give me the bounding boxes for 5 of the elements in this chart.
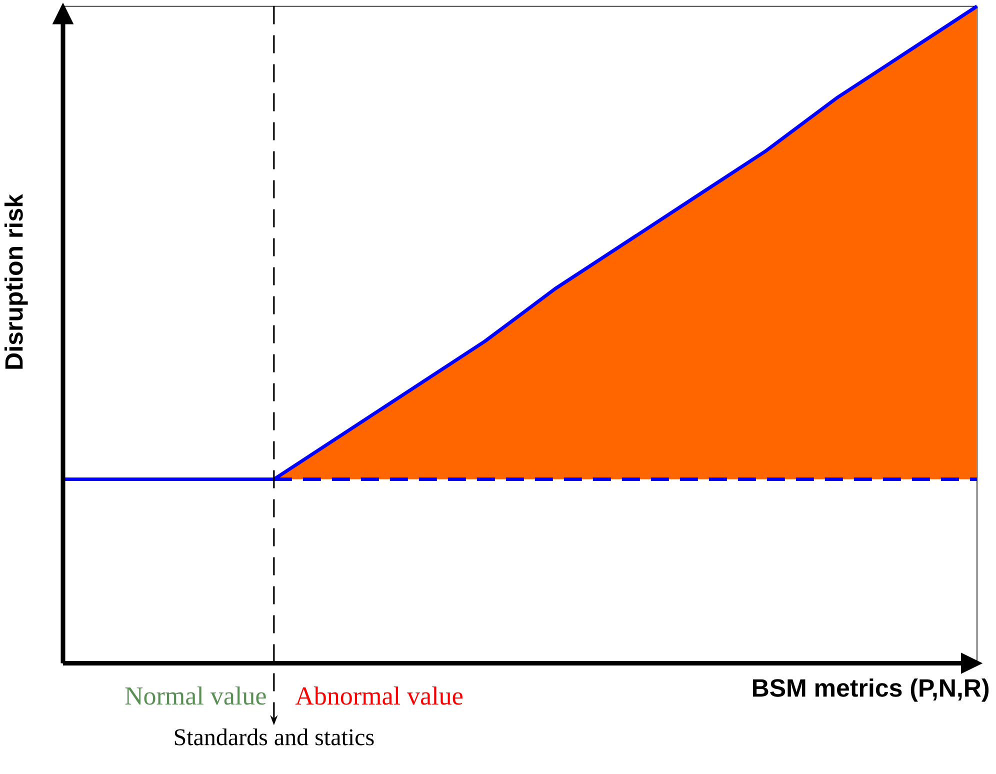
- text: Abnormal value: [295, 686, 462, 705]
- y-axis-title: Disruption risk: [4, 194, 28, 369]
- x-axis-title: BSM metrics (P,N,R): [752, 678, 989, 702]
- text: Normal value: [125, 686, 266, 705]
- text: Standards and statics: [174, 728, 374, 746]
